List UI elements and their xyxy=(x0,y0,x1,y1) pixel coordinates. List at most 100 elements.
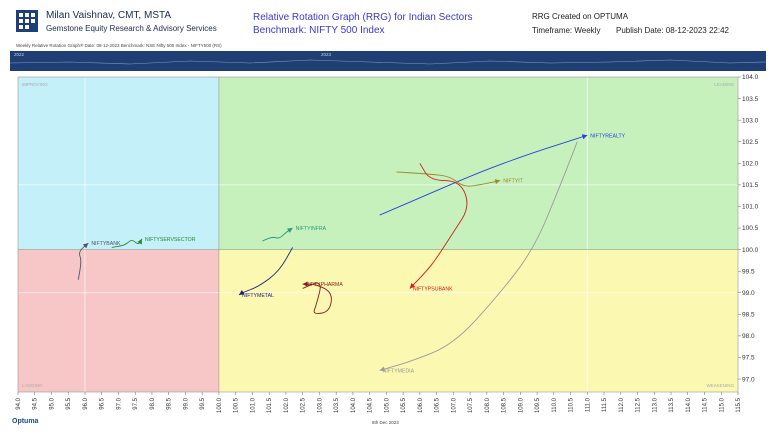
series-tail-niftyit xyxy=(396,171,501,187)
x-tick-label: 96.5 xyxy=(100,397,106,409)
x-tick-label: 111.0 xyxy=(585,397,591,412)
y-tick-label: 101.0 xyxy=(742,204,759,211)
footer-date: 8th Dec 2023 xyxy=(372,420,399,425)
x-tick-label: 104.5 xyxy=(368,397,374,413)
improving-quadrant xyxy=(18,77,219,250)
publish-date: Publish Date: 08-12-2023 22:42 xyxy=(616,26,729,35)
created-label: RRG Created on OPTUMA xyxy=(532,12,629,21)
series-label-niftymedia: NIFTYMEDIA xyxy=(383,368,415,374)
author-name: Milan Vaishnav, CMT, MSTA xyxy=(46,10,172,21)
series-label-niftyinfra: NIFTYINFRA xyxy=(296,226,327,232)
x-tick-label: 95.5 xyxy=(66,397,72,409)
x-tick-label: 115.5 xyxy=(736,397,742,412)
x-tick-label: 107.5 xyxy=(468,397,474,413)
y-tick-label: 102.0 xyxy=(742,161,759,168)
x-tick-label: 101.0 xyxy=(250,397,256,413)
x-tick-label: 108.0 xyxy=(485,397,491,413)
series-tail-niftypsubank xyxy=(409,163,468,289)
series-head-niftypsubank xyxy=(409,283,416,289)
x-tick-label: 94.0 xyxy=(16,397,22,409)
timeline-sparkline xyxy=(10,59,766,65)
weakening-quadrant xyxy=(218,249,738,392)
y-tick-label: 99.5 xyxy=(742,268,755,275)
x-tick-label: 112.5 xyxy=(636,397,642,412)
series-label-niftymetal: NIFTYMETAL xyxy=(242,293,274,299)
series-tail-niftypharma xyxy=(302,282,332,314)
series-label-niftyit: NIFTYIT xyxy=(503,179,523,185)
improving-label: IMPROVING xyxy=(22,82,48,87)
weakening-label: WEAKENING xyxy=(706,383,734,388)
y-tick-label: 98.5 xyxy=(742,312,755,319)
lagging-quadrant xyxy=(18,249,219,392)
series-head-niftymedia xyxy=(379,366,386,372)
chart-subline: Weekly Relative Rotation Graph® Date: 08… xyxy=(16,43,222,48)
y-tick-label: 102.5 xyxy=(742,139,759,146)
x-tick-label: 101.5 xyxy=(267,397,273,413)
x-tick-label: 99.0 xyxy=(183,397,189,409)
y-tick-label: 100.0 xyxy=(742,247,759,254)
series-head-niftypharma xyxy=(302,281,308,287)
x-tick-label: 100.5 xyxy=(234,397,240,413)
x-tick-label: 97.5 xyxy=(133,397,139,409)
series-tail-niftyinfra xyxy=(262,227,293,242)
lagging-label: LAGGING xyxy=(22,383,43,388)
x-tick-label: 114.0 xyxy=(686,397,692,412)
series-tail-niftymedia xyxy=(379,141,578,371)
x-tick-label: 106.0 xyxy=(418,397,424,413)
plot-border xyxy=(17,76,739,393)
x-tick-label: 103.0 xyxy=(317,397,323,413)
series-label-niftyrealty: NIFTYREALTY xyxy=(590,133,625,139)
chart-title: Relative Rotation Graph (RRG) for Indian… xyxy=(253,12,473,23)
y-tick-label: 99.0 xyxy=(742,290,755,297)
y-tick-label: 103.0 xyxy=(742,117,759,124)
y-tick-label: 101.5 xyxy=(742,182,759,189)
x-tick-label: 110.5 xyxy=(569,397,575,412)
optuma-brand: Optuma xyxy=(12,418,39,425)
x-tick-label: 105.5 xyxy=(401,397,407,413)
series-tail-niftybank xyxy=(77,242,89,280)
x-tick-label: 115.0 xyxy=(719,397,725,412)
x-tick-label: 108.5 xyxy=(502,397,508,413)
series-label-niftypharma: NIFTYPHARMA xyxy=(306,282,344,288)
series-head-niftyrealty xyxy=(581,134,588,140)
x-tick-label: 107.0 xyxy=(451,397,457,413)
timeline-left-label: 2022 xyxy=(14,52,25,57)
y-tick-label: 100.5 xyxy=(742,225,759,232)
series-head-niftyinfra xyxy=(286,228,293,233)
x-tick-label: 110.0 xyxy=(552,397,558,412)
timeline-scrollbar[interactable]: 2022 2023 xyxy=(10,51,766,71)
series-tail-niftymetal xyxy=(238,247,293,296)
x-tick-label: 109.5 xyxy=(535,397,541,413)
x-tick-label: 106.5 xyxy=(435,397,441,413)
y-tick-label: 104.0 xyxy=(742,74,759,81)
x-tick-label: 104.0 xyxy=(351,397,357,413)
x-tick-label: 111.5 xyxy=(602,397,608,412)
timeline-mid-label: 2023 xyxy=(321,52,332,57)
series-head-niftyit xyxy=(494,179,501,185)
series-tail-niftyservsector xyxy=(111,238,143,248)
series-label-niftypsubank: NIFTYPSUBANK xyxy=(413,286,453,292)
timeframe-label: Timeframe: Weekly xyxy=(532,26,601,35)
series-head-niftybank xyxy=(82,243,89,249)
x-tick-label: 99.5 xyxy=(200,397,206,409)
x-tick-label: 105.0 xyxy=(384,397,390,413)
x-tick-label: 112.0 xyxy=(619,397,625,412)
x-tick-label: 113.5 xyxy=(669,397,675,412)
series-head-niftyservsector xyxy=(137,238,142,245)
x-tick-label: 98.5 xyxy=(167,397,173,409)
company-name: Gemstone Equity Research & Advisory Serv… xyxy=(46,24,217,33)
x-tick-label: 113.0 xyxy=(652,397,658,412)
x-tick-label: 98.0 xyxy=(150,397,156,409)
series-head-niftymetal xyxy=(239,290,245,295)
y-tick-label: 97.5 xyxy=(742,355,755,362)
x-tick-label: 96.0 xyxy=(83,397,89,409)
x-tick-label: 102.0 xyxy=(284,397,290,413)
x-tick-label: 114.5 xyxy=(703,397,709,412)
benchmark-label: Benchmark: NIFTY 500 Index xyxy=(253,25,385,36)
y-tick-label: 98.0 xyxy=(742,333,755,340)
x-tick-label: 94.5 xyxy=(33,397,39,409)
series-tail-niftyrealty xyxy=(379,134,588,216)
series-label-niftybank: NIFTYBANK xyxy=(91,241,121,247)
x-tick-label: 102.5 xyxy=(301,397,307,413)
